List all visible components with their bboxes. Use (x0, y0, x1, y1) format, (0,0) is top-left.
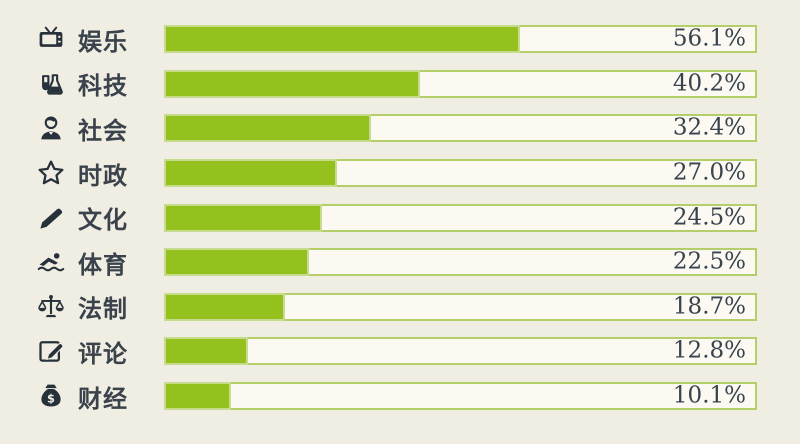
chart-row: 社会 32.4% (0, 106, 800, 151)
value-label: 12.8% (672, 337, 746, 364)
category-label: 法制 (78, 296, 128, 324)
chart-row: $ 财经 10.1% (0, 374, 800, 419)
category-label: 社会 (78, 117, 128, 145)
category-label: 娱乐 (78, 28, 128, 56)
value-label: 24.5% (672, 204, 746, 231)
chart-row: 评论 12.8% (0, 329, 800, 374)
bar-fill (164, 382, 232, 411)
svg-text:$: $ (47, 392, 55, 406)
bar-fill (164, 203, 322, 232)
bar-fill (164, 159, 338, 188)
value-label: 22.5% (672, 248, 746, 275)
swimmer-icon (35, 247, 67, 277)
bar-track: 56.1% (164, 25, 757, 54)
category-label: 财经 (78, 385, 128, 413)
chart-row: 科技 40.2% (0, 62, 800, 107)
bar-fill (164, 25, 520, 54)
scales-icon (35, 292, 67, 322)
bar-fill (164, 292, 286, 321)
bar-track: 10.1% (164, 382, 757, 411)
chart-row: 法制 18.7% (0, 285, 800, 330)
bar-fill (164, 114, 372, 143)
bar-track: 24.5% (164, 203, 757, 232)
pencil-icon (35, 203, 67, 233)
bar-track: 18.7% (164, 292, 757, 321)
category-label: 文化 (78, 207, 128, 235)
value-label: 56.1% (672, 25, 746, 52)
value-label: 18.7% (672, 293, 746, 320)
bar-fill (164, 69, 420, 98)
chart-row: 时政 27.0% (0, 151, 800, 196)
category-label: 科技 (78, 73, 128, 101)
flask-icon (35, 69, 67, 99)
chart-row: 体育 22.5% (0, 240, 800, 285)
value-label: 27.0% (672, 159, 746, 186)
chart-rows: 娱乐 56.1% 科技 40.2% (0, 17, 800, 418)
bar-track: 40.2% (164, 69, 757, 98)
bar-fill (164, 248, 309, 277)
bar-track: 27.0% (164, 159, 757, 188)
person-icon (35, 113, 67, 143)
tv-icon (35, 24, 67, 54)
category-label: 体育 (78, 251, 128, 279)
chart-row: 文化 24.5% (0, 195, 800, 240)
value-label: 40.2% (672, 70, 746, 97)
chart-row: 娱乐 56.1% (0, 17, 800, 62)
bar-track: 12.8% (164, 337, 757, 366)
category-label: 时政 (78, 162, 128, 190)
bar-track: 22.5% (164, 248, 757, 277)
bar-track: 32.4% (164, 114, 757, 143)
star-icon (35, 158, 67, 188)
category-label: 评论 (78, 340, 128, 368)
compose-icon (35, 336, 67, 366)
bar-fill (164, 337, 249, 366)
value-label: 32.4% (672, 114, 746, 141)
moneybag-icon: $ (35, 381, 67, 411)
value-label: 10.1% (672, 382, 746, 409)
